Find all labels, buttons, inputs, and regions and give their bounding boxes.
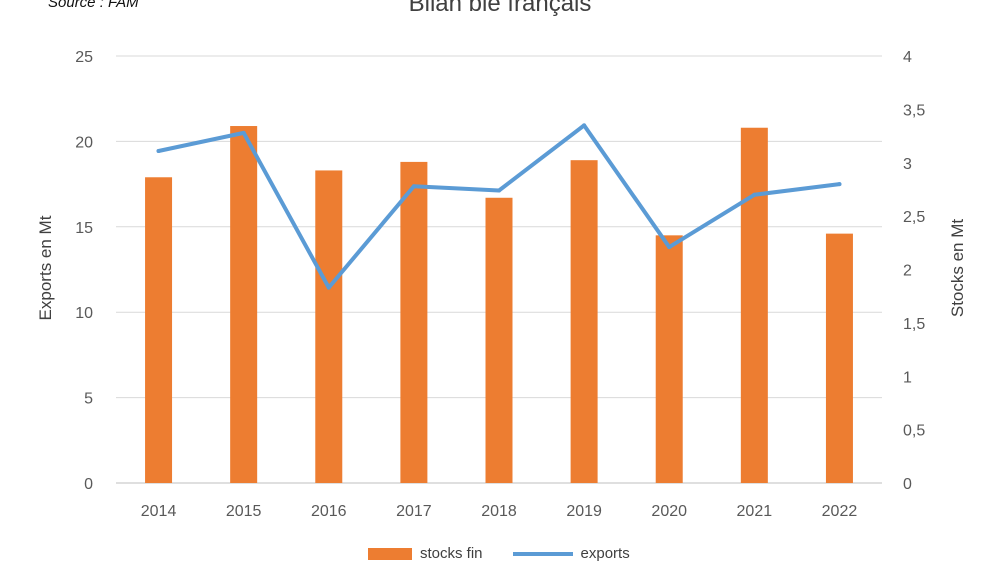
- y-tick-label: 5: [84, 391, 93, 408]
- line-point: [837, 182, 842, 187]
- bar: [230, 126, 258, 483]
- legend: stocks fin exports: [368, 545, 630, 562]
- line-series: [156, 123, 842, 290]
- line-point: [156, 149, 161, 154]
- bar-series: [145, 126, 853, 484]
- y2-tick-label: 1: [903, 369, 912, 386]
- x-tick-label: 2022: [822, 503, 858, 520]
- chart-title: Bilan blé français: [408, 0, 592, 17]
- y2-tick-label: 3: [903, 156, 912, 173]
- y2-tick-label: 2: [903, 263, 912, 280]
- bar: [570, 160, 598, 484]
- bar: [485, 197, 513, 483]
- line-point: [582, 123, 587, 128]
- y2-tick-label: 4: [903, 49, 912, 66]
- x-tick-label: 2020: [651, 503, 687, 520]
- line-point: [241, 130, 246, 135]
- legend-swatch-line: [512, 551, 573, 556]
- bar: [655, 235, 683, 483]
- line-point: [752, 192, 757, 197]
- source-note: Source : FAM: [48, 0, 139, 11]
- tick-labels: 0 5 10 15 20 25 0 0,5 1 1,5 2 2,5 3 3,5 4 2014 2015 2016 2…: [75, 49, 925, 520]
- y-tick-label: 10: [75, 305, 93, 322]
- line-point: [497, 188, 501, 193]
- y2-tick-label: 2,5: [903, 209, 925, 226]
- y-tick-label: 25: [75, 49, 93, 66]
- bar: [315, 170, 343, 483]
- line-point: [326, 285, 331, 290]
- x-tick-label: 2019: [566, 503, 602, 520]
- y2-tick-label: 3,5: [903, 102, 925, 119]
- bar: [740, 127, 768, 484]
- line-point: [411, 184, 416, 189]
- x-tick-label: 2015: [226, 503, 262, 520]
- x-tick-label: 2017: [396, 503, 432, 520]
- y2-tick-label: 0: [903, 476, 912, 493]
- y2-tick-label: 0,5: [903, 423, 925, 440]
- legend-item-line: exports: [512, 545, 630, 562]
- y-tick-label: 15: [75, 220, 93, 237]
- x-tick-label: 2021: [737, 503, 773, 520]
- bar: [145, 177, 173, 483]
- legend-label-bars: stocks fin: [420, 545, 483, 562]
- y-tick-label: 0: [84, 476, 93, 493]
- bar: [825, 233, 853, 483]
- line-point: [667, 245, 672, 250]
- y-tick-label: 20: [75, 134, 93, 151]
- legend-label-line: exports: [580, 545, 630, 562]
- x-tick-label: 2016: [311, 503, 347, 520]
- x-tick-label: 2014: [141, 503, 177, 520]
- bar: [400, 161, 428, 483]
- x-tick-label: 2018: [481, 503, 517, 520]
- legend-swatch-bars: [368, 547, 412, 560]
- legend-item-bars: stocks fin: [368, 545, 483, 562]
- y2-tick-label: 1,5: [903, 316, 925, 333]
